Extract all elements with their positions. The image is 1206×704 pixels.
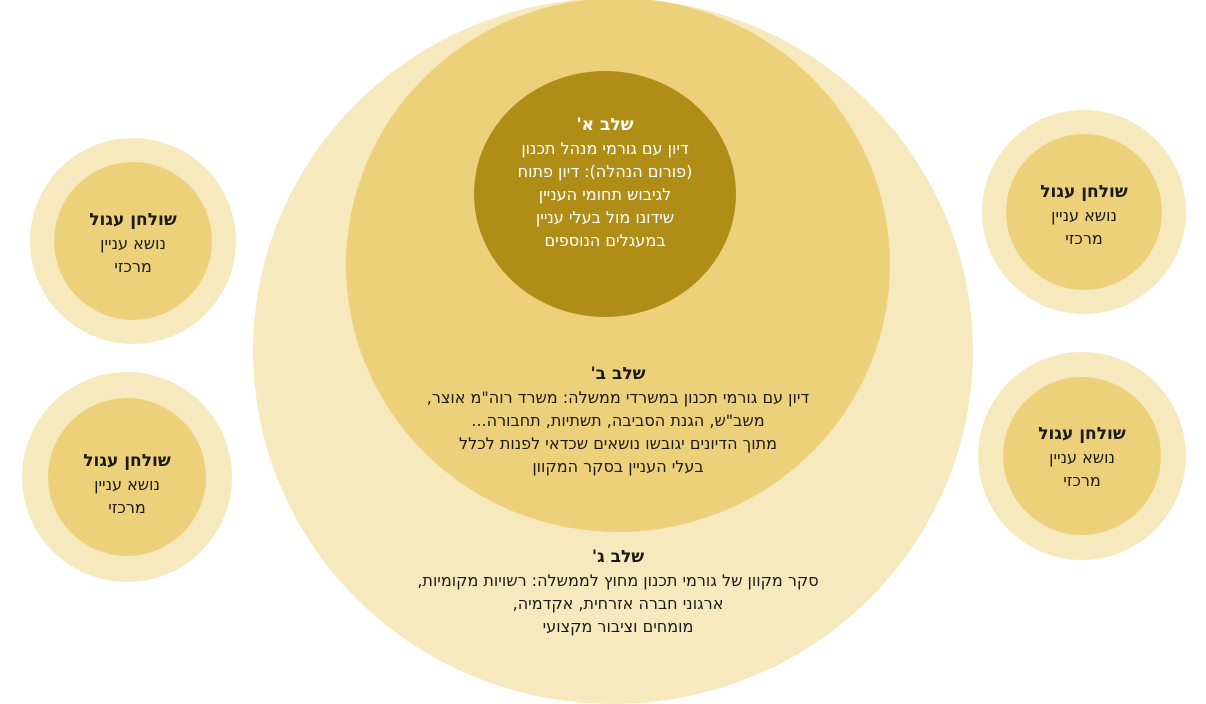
round-table-title: שולחן עגול: [83, 451, 171, 471]
round-table-title: שולחן עגול: [1038, 424, 1126, 444]
stage-a-circle: [474, 71, 736, 317]
stage-b-text: שלב ב' דיון עם גורמי תכנון במשרדי ממשלה:…: [380, 362, 856, 478]
stage-b-line-4: בעלי העניין בסקר המקוון: [532, 457, 704, 476]
round-table-left-top: [54, 162, 212, 320]
round-table-line-1: נושא עניין: [1051, 206, 1117, 225]
stage-c-line-3: מומחים וציבור מקצועי: [542, 617, 694, 636]
stage-b-line-1: דיון עם גורמי תכנון במשרדי ממשלה: משרד ר…: [426, 388, 810, 407]
round-table-right-top: [1006, 134, 1162, 290]
round-table-left-bottom-text: שולחן עגול נושא עניין מרכזי: [48, 449, 206, 519]
round-table-right-bottom: [1003, 377, 1161, 535]
stage-a-line-3: לגיבוש תחומי העניין: [538, 185, 672, 204]
stage-b-line-3: מתוך הדיונים יגובשו נושאים שכדאי לפנות ל…: [459, 434, 777, 453]
stage-a-text: שלב א' דיון עם גורמי מנהל תכנון (פורום ה…: [474, 113, 736, 252]
round-table-line-2: מרכזי: [1065, 229, 1103, 248]
round-table-right-top-text: שולחן עגול נושא עניין מרכזי: [1006, 180, 1162, 250]
stage-c-line-1: סקר מקוון של גורמי תכנון מחוץ לממשלה: רש…: [417, 571, 819, 590]
round-table-line-2: מרכזי: [108, 498, 146, 517]
round-table-line-2: מרכזי: [114, 257, 152, 276]
round-table-line-2: מרכזי: [1063, 471, 1101, 490]
stage-c-title: שלב ג': [591, 547, 645, 567]
stage-a-title: שלב א': [576, 115, 634, 135]
stage-c-line-2: ארגוני חברה אזרחית, אקדמיה,: [512, 594, 724, 613]
round-table-line-1: נושא עניין: [100, 234, 166, 253]
stage-a-line-2: (פורום הנהלה): דיון פתוח: [517, 162, 693, 181]
stage-b-title: שלב ב': [590, 364, 646, 384]
round-table-title: שולחן עגול: [1040, 182, 1128, 202]
stage-b-line-2: משב"ש, הגנת הסביבה, תשתיות, תחבורה...: [471, 411, 765, 430]
stage-a-line-5: במעגלים הנוספים: [544, 231, 666, 250]
round-table-left-bottom: [48, 398, 206, 556]
round-table-right-bottom-text: שולחן עגול נושא עניין מרכזי: [1003, 422, 1161, 492]
round-table-line-1: נושא עניין: [94, 475, 160, 494]
stage-a-line-4: שידונו מול בעלי עניין: [535, 208, 675, 227]
stage-c-text: שלב ג' סקר מקוון של גורמי תכנון מחוץ לממ…: [360, 545, 876, 638]
round-table-title: שולחן עגול: [89, 210, 177, 230]
round-table-left-top-text: שולחן עגול נושא עניין מרכזי: [54, 208, 212, 278]
round-table-line-1: נושא עניין: [1049, 448, 1115, 467]
stage-a-line-1: דיון עם גורמי מנהל תכנון: [521, 139, 689, 158]
